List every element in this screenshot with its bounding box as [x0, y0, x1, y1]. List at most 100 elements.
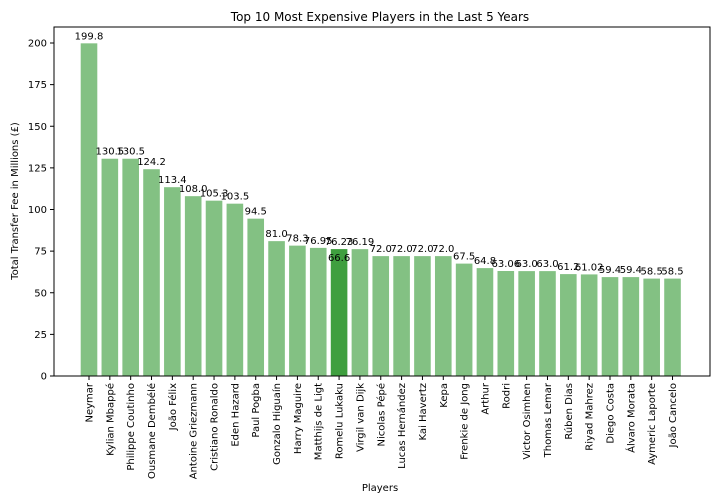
- bar: [580, 274, 598, 376]
- x-tick-label: Virgil van Dijk: [355, 383, 366, 452]
- bar-value-label: 72.0: [411, 244, 433, 255]
- x-tick-label: Thomas Lemar: [543, 382, 554, 458]
- bar-value-label: 72.0: [370, 244, 392, 255]
- plot-frame: [53, 26, 711, 377]
- bar: [143, 169, 160, 376]
- x-tick-label: Aymeric Laporte: [647, 383, 658, 465]
- bar: [434, 256, 452, 376]
- bars-group: [80, 43, 681, 376]
- x-tick-label: Matthijs de Ligt: [314, 383, 325, 460]
- bar: [372, 256, 390, 376]
- bar-value-label: 59.4: [620, 265, 642, 276]
- x-tick-label: Diego Costa: [606, 383, 617, 444]
- bar-value-label: 76.19: [346, 237, 375, 248]
- bar: [184, 196, 202, 376]
- x-tick-label: Kai Havertz: [418, 383, 429, 440]
- bar: [664, 278, 681, 376]
- y-tick-label: 25: [34, 330, 47, 341]
- x-tick-label: Lucas Hernández: [396, 383, 408, 469]
- bar-value-label: 130.5: [116, 147, 145, 158]
- x-tick-label: Paul Pogba: [251, 383, 262, 438]
- bar: [393, 256, 410, 376]
- bar-value-label: 61.2: [557, 262, 579, 273]
- bar: [330, 249, 348, 376]
- chart-title: Top 10 Most Expensive Players in the Las…: [230, 10, 529, 24]
- x-tick-label: Riyad Mahrez: [585, 383, 596, 451]
- y-axis: 0 25 50 75 100 125 150 175 200: [28, 39, 54, 383]
- bar: [476, 268, 494, 376]
- x-tick-label: João Cancelo: [668, 383, 679, 449]
- bar-value-label: 63.0: [536, 259, 558, 270]
- y-tick-label: 200: [28, 39, 47, 50]
- bar-value-label: 63.0: [516, 259, 538, 270]
- x-tick-label: Ousmane Dembélé: [146, 383, 158, 479]
- x-tick-label: Álvaro Morata: [624, 383, 637, 453]
- bar: [101, 158, 119, 376]
- bar-value-label: 130.5: [96, 147, 125, 158]
- y-tick-label: 125: [28, 163, 47, 174]
- bar: [80, 43, 98, 376]
- y-tick-label: 150: [28, 122, 47, 133]
- bar: [205, 200, 223, 376]
- bar-value-label: 72.0: [432, 244, 454, 255]
- bar: [351, 249, 369, 376]
- bar: [497, 271, 515, 376]
- value-labels-group: 199.8130.5130.5124.2113.4108.0105.3103.5…: [75, 31, 684, 277]
- bar-value-label: 124.2: [137, 157, 166, 168]
- y-tick-label: 50: [34, 288, 47, 299]
- bar: [289, 245, 306, 376]
- bar-value-label: 105.3: [200, 189, 229, 200]
- bar-value-label: 108.0: [179, 184, 208, 195]
- x-axis-label: Players: [362, 483, 398, 494]
- x-tick-label: Harry Maguire: [293, 383, 304, 454]
- y-tick-label: 175: [28, 80, 47, 91]
- bar: [268, 241, 285, 376]
- x-tick-label: João Félix: [167, 383, 179, 431]
- bar-value-label: 67.5: [453, 252, 475, 263]
- bar: [455, 263, 473, 376]
- x-tick-label: Cristiano Ronaldo: [210, 383, 221, 471]
- bar: [226, 203, 244, 376]
- x-tick-label: Eden Hazard: [230, 383, 241, 447]
- x-axis: Neymar Kylian Mbappé Philippe Coutinho Ousm…: [85, 376, 679, 479]
- y-tick-label: 0: [41, 372, 47, 383]
- y-axis-label: Total Transfer Fee in Millions (£): [10, 122, 21, 281]
- bar-value-label: 76.23: [325, 237, 354, 248]
- x-tick-label: Philippe Coutinho: [126, 383, 137, 471]
- bar-value-label: 59.4: [599, 265, 621, 276]
- bar-value-label: 199.8: [75, 31, 104, 42]
- x-tick-label: Rúben Dias: [563, 383, 575, 440]
- bar: [643, 278, 660, 376]
- bar: [518, 271, 535, 376]
- bar-value-label: 81.0: [265, 229, 287, 240]
- x-tick-label: Nicolas Pépé: [375, 383, 387, 447]
- x-tick-label: Kepa: [439, 383, 450, 408]
- bar-value-label: 61.02: [575, 262, 604, 273]
- bar: [560, 274, 577, 376]
- annotations-group: 66.6: [328, 253, 350, 264]
- x-tick-label: Victor Osimhen: [522, 383, 533, 460]
- bar-value-label: 76.95: [304, 236, 333, 247]
- bar-value-label: 63.06: [491, 259, 520, 270]
- bar: [164, 187, 181, 376]
- bar: [122, 158, 139, 376]
- bar: [309, 247, 327, 376]
- x-tick-label: Antoine Griezmann: [189, 383, 200, 479]
- x-tick-label: Gonzalo Higuaín: [271, 383, 283, 465]
- y-tick-label: 75: [34, 247, 47, 258]
- bar-value-label: 94.5: [245, 207, 267, 218]
- bar-value-label: 58.5: [641, 267, 663, 278]
- bar-annotation: 66.6: [328, 253, 350, 264]
- bar: [622, 277, 640, 376]
- bar-value-label: 64.8: [474, 256, 496, 267]
- bar: [539, 271, 556, 376]
- bar-value-label: 113.4: [158, 175, 187, 186]
- bar: [414, 256, 431, 376]
- bar-value-label: 58.5: [661, 267, 683, 278]
- x-tick-label: Romelu Lukaku: [335, 383, 346, 459]
- x-tick-label: Frenkie de Jong: [460, 383, 471, 460]
- x-tick-label: Arthur: [480, 382, 491, 415]
- bar-value-label: 78.3: [286, 234, 308, 245]
- x-tick-label: Kylian Mbappé: [104, 383, 116, 456]
